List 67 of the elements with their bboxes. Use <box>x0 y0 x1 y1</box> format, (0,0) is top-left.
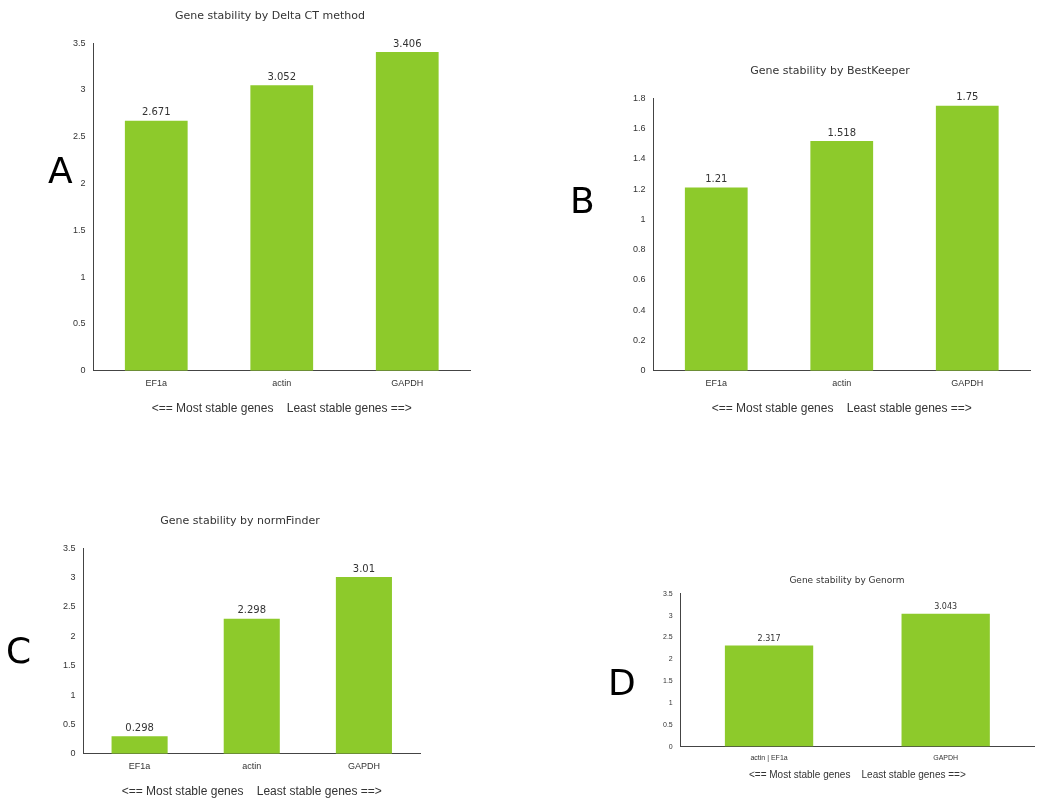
bar <box>223 618 280 754</box>
y-tick-label: 0.2 <box>633 335 646 345</box>
x-tick-label: EF1a <box>128 760 151 771</box>
x-axis-title: <== Most stable genes Least stable genes ==> <box>711 401 972 416</box>
bar <box>935 105 999 371</box>
data-label: 2.671 <box>141 106 171 118</box>
x-tick-label: actin <box>242 760 262 771</box>
x-tick-label: GAPDH <box>391 377 424 388</box>
y-tick-label: 0 <box>80 365 86 376</box>
y-tick-label: 0.4 <box>633 304 646 315</box>
x-tick-label: EF1a <box>145 377 168 388</box>
x-tick-label: actin <box>832 377 852 388</box>
chart-title: Gene stability by BestKeeper <box>750 64 911 78</box>
y-tick-label: 3 <box>70 572 76 583</box>
data-label: 1.75 <box>956 91 979 103</box>
data-label: 0.298 <box>125 721 154 733</box>
y-tick-label: 0 <box>70 748 76 759</box>
y-tick-label: 0.6 <box>633 274 646 285</box>
y-tick-label: 1.8 <box>633 92 646 103</box>
data-label: 2.298 <box>237 604 267 616</box>
bar <box>124 120 188 371</box>
bar <box>375 52 439 371</box>
y-tick-label: 2.5 <box>73 131 86 142</box>
y-tick-label: 0 <box>640 365 646 376</box>
chart-title: Gene stability by Delta CT method <box>175 9 365 23</box>
data-label: 3.043 <box>934 601 958 611</box>
y-tick-label: 1.2 <box>633 183 646 194</box>
x-axis-title: <== Most stable genes Least stable genes ==> <box>151 401 412 416</box>
text: B <box>570 180 595 221</box>
y-tick-label: 1.5 <box>73 224 86 235</box>
y-tick-label: 1 <box>70 689 76 700</box>
data-label: 1.21 <box>705 173 728 185</box>
text: D <box>608 662 636 703</box>
y-tick-label: 1.6 <box>633 122 646 133</box>
bar <box>684 187 748 371</box>
y-tick-label: 1.4 <box>633 153 646 164</box>
y-tick-label: 2.5 <box>63 601 76 612</box>
y-tick-label: 1 <box>80 271 86 282</box>
x-axis-title: <== Most stable genes Least stable genes ==> <box>748 768 966 780</box>
y-tick-label: 1 <box>640 213 646 224</box>
bar <box>250 85 314 371</box>
y-tick-label: 3.5 <box>73 37 86 48</box>
y-tick-label: 3 <box>80 84 86 95</box>
data-label: 3.052 <box>267 70 297 82</box>
bar <box>335 576 392 754</box>
data-label: 3.01 <box>352 562 376 574</box>
x-tick-label: EF1a <box>705 377 728 388</box>
data-label: 2.317 <box>757 633 781 643</box>
bar <box>111 736 168 754</box>
text: A <box>48 150 73 191</box>
bar <box>810 140 874 371</box>
data-label: 1.518 <box>827 126 857 138</box>
chart-title: Gene stability by Genorm <box>789 574 905 585</box>
y-tick-label: 2 <box>80 178 86 189</box>
y-tick-label: 1.5 <box>63 660 76 671</box>
x-axis-title: <== Most stable genes Least stable genes ==> <box>121 784 382 799</box>
x-tick-label: actin <box>272 377 292 388</box>
data-label: 3.406 <box>392 37 422 49</box>
y-tick-label: 0.8 <box>633 244 646 255</box>
chart-title: Gene stability by normFinder <box>160 514 321 528</box>
y-tick-label: 0.5 <box>63 718 76 729</box>
x-tick-label: GAPDH <box>347 760 380 771</box>
y-tick-label: 0.5 <box>73 318 86 329</box>
y-tick-label: 3.5 <box>63 542 76 553</box>
y-tick-label: 2 <box>70 630 76 641</box>
text: C <box>6 630 32 671</box>
x-tick-label: GAPDH <box>951 377 984 388</box>
